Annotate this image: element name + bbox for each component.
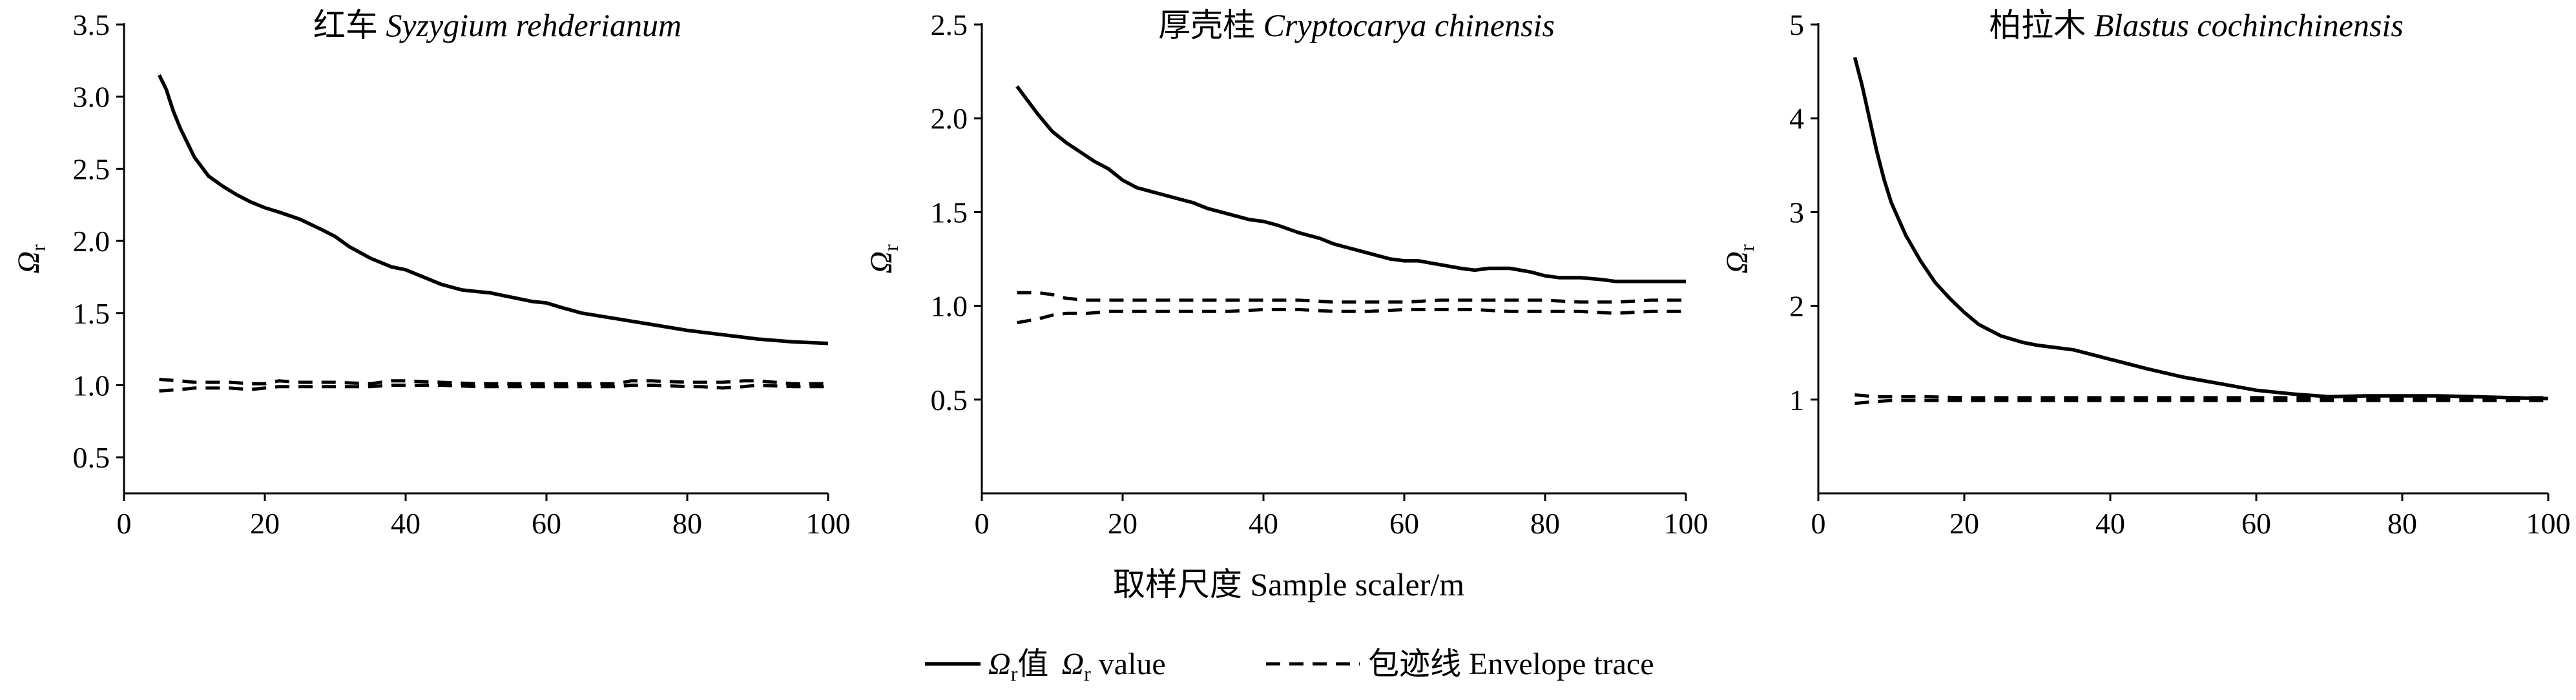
x-tick-label: 80	[2387, 507, 2417, 540]
y-tick-label: 3.0	[73, 81, 110, 114]
y-tick-label: 1.0	[931, 290, 968, 323]
chart-title: 红车 Syzygium rehderianum	[313, 7, 681, 43]
y-axis-label-sub: r	[879, 244, 902, 251]
legend-omega-symbol-2: Ω	[1061, 647, 1084, 681]
y-axis-label-symbol: Ω	[12, 251, 46, 274]
x-tick-label: 40	[391, 507, 421, 540]
y-tick-label: 2.5	[931, 8, 968, 41]
chart-title: 厚壳桂 Cryptocarya chinensis	[1158, 7, 1555, 43]
x-tick-label: 80	[672, 507, 702, 540]
y-tick-label: 0.5	[73, 441, 110, 474]
x-tick-label: 0	[117, 507, 132, 540]
x-tick-label: 20	[1949, 507, 1979, 540]
chart-title-latin: Cryptocarya chinensis	[1263, 7, 1555, 43]
x-tick-label: 0	[975, 507, 990, 540]
x-tick-label: 60	[1389, 507, 1419, 540]
chart-title-latin: Syzygium rehderianum	[386, 7, 681, 43]
envelope-upper-line	[1854, 393, 2548, 400]
legend-envelope-label: 包迹线 Envelope trace	[1368, 647, 1654, 681]
x-tick-label: 40	[1249, 507, 1278, 540]
y-axis-label-symbol: Ω	[864, 251, 898, 274]
legend-omega-symbol: Ω	[988, 647, 1011, 681]
envelope-lower-line	[1017, 307, 1686, 325]
y-axis-label-sub: r	[1735, 244, 1758, 251]
y-tick-label: 5	[1789, 8, 1804, 41]
legend-omega-label: Ωr值 Ωr value	[988, 647, 1166, 685]
y-axis-label-symbol: Ω	[1720, 251, 1754, 274]
chart-title: 柏拉木 Blastus cochinchinensis	[1989, 7, 2404, 43]
chart-title-zh: 厚壳桂	[1158, 7, 1263, 43]
envelope-lower-line	[159, 383, 828, 393]
legend: Ωr值 Ωr value 包迹线 Envelope trace	[925, 647, 1654, 685]
x-tick-label: 100	[2526, 507, 2571, 540]
omega-series-line	[1853, 57, 2549, 401]
legend-omega-en-sub: r	[1084, 662, 1091, 685]
y-tick-label: 2.5	[73, 152, 110, 185]
y-tick-label: 3	[1789, 196, 1804, 229]
y-tick-label: 2	[1789, 290, 1804, 323]
x-tick-label: 100	[1664, 507, 1709, 540]
omega-series-line	[1015, 85, 1686, 283]
chart-title-zh: 红车	[313, 7, 386, 43]
x-tick-label: 20	[250, 507, 280, 540]
x-tick-label: 60	[2241, 507, 2271, 540]
y-axis-label: Ωr	[864, 244, 902, 274]
y-tick-label: 1	[1789, 384, 1804, 417]
x-tick-label: 40	[2095, 507, 2125, 540]
x-tick-label: 60	[532, 507, 561, 540]
omega-series-line	[158, 74, 829, 345]
legend-omega-zh: 值	[1017, 647, 1048, 681]
chart-title-zh: 柏拉木	[1989, 7, 2094, 43]
y-tick-label: 3.5	[73, 8, 110, 41]
chart-title-latin: Blastus cochinchinensis	[2094, 7, 2404, 43]
y-tick-label: 4	[1789, 102, 1804, 135]
x-tick-label: 80	[1530, 507, 1560, 540]
x-tick-label: 20	[1108, 507, 1137, 540]
chart-panel-3: 0 20 40 60 80 100 1 2 3 4 5 Ωr 柏拉木 Blastus cochinchi…	[1720, 7, 2571, 540]
y-tick-label: 1.5	[73, 297, 110, 330]
y-tick-label: 2.0	[73, 225, 110, 258]
x-tick-label: 0	[1811, 507, 1826, 540]
y-axis-label: Ωr	[12, 244, 50, 274]
envelope-upper-line	[1017, 291, 1686, 304]
y-axis-label: Ωr	[1720, 244, 1758, 274]
y-tick-label: 1.0	[73, 369, 110, 402]
chart-panel-2: 0 20 40 60 80 100 0.5 1.0 1.5 2.0 2.5 Ωr 厚壳桂 Cryptoc…	[864, 7, 1709, 540]
legend-omega-en: value	[1091, 647, 1166, 681]
y-tick-label: 2.0	[931, 102, 968, 135]
x-axis-label: 取样尺度 Sample scaler/m	[1113, 566, 1464, 602]
chart-panel-1: 0 20 40 60 80 100 0.5 1.0 1.5 2.0 2.5 3.0 3.5 Ωr 红车 Sy…	[12, 7, 851, 540]
envelope-upper-line	[159, 378, 828, 386]
y-tick-label: 1.5	[931, 196, 968, 229]
y-axis-label-sub: r	[26, 244, 50, 251]
x-tick-label: 100	[806, 507, 851, 540]
y-tick-label: 0.5	[931, 384, 968, 417]
envelope-lower-line	[1854, 398, 2548, 406]
legend-omega-sub: r	[1011, 662, 1018, 685]
